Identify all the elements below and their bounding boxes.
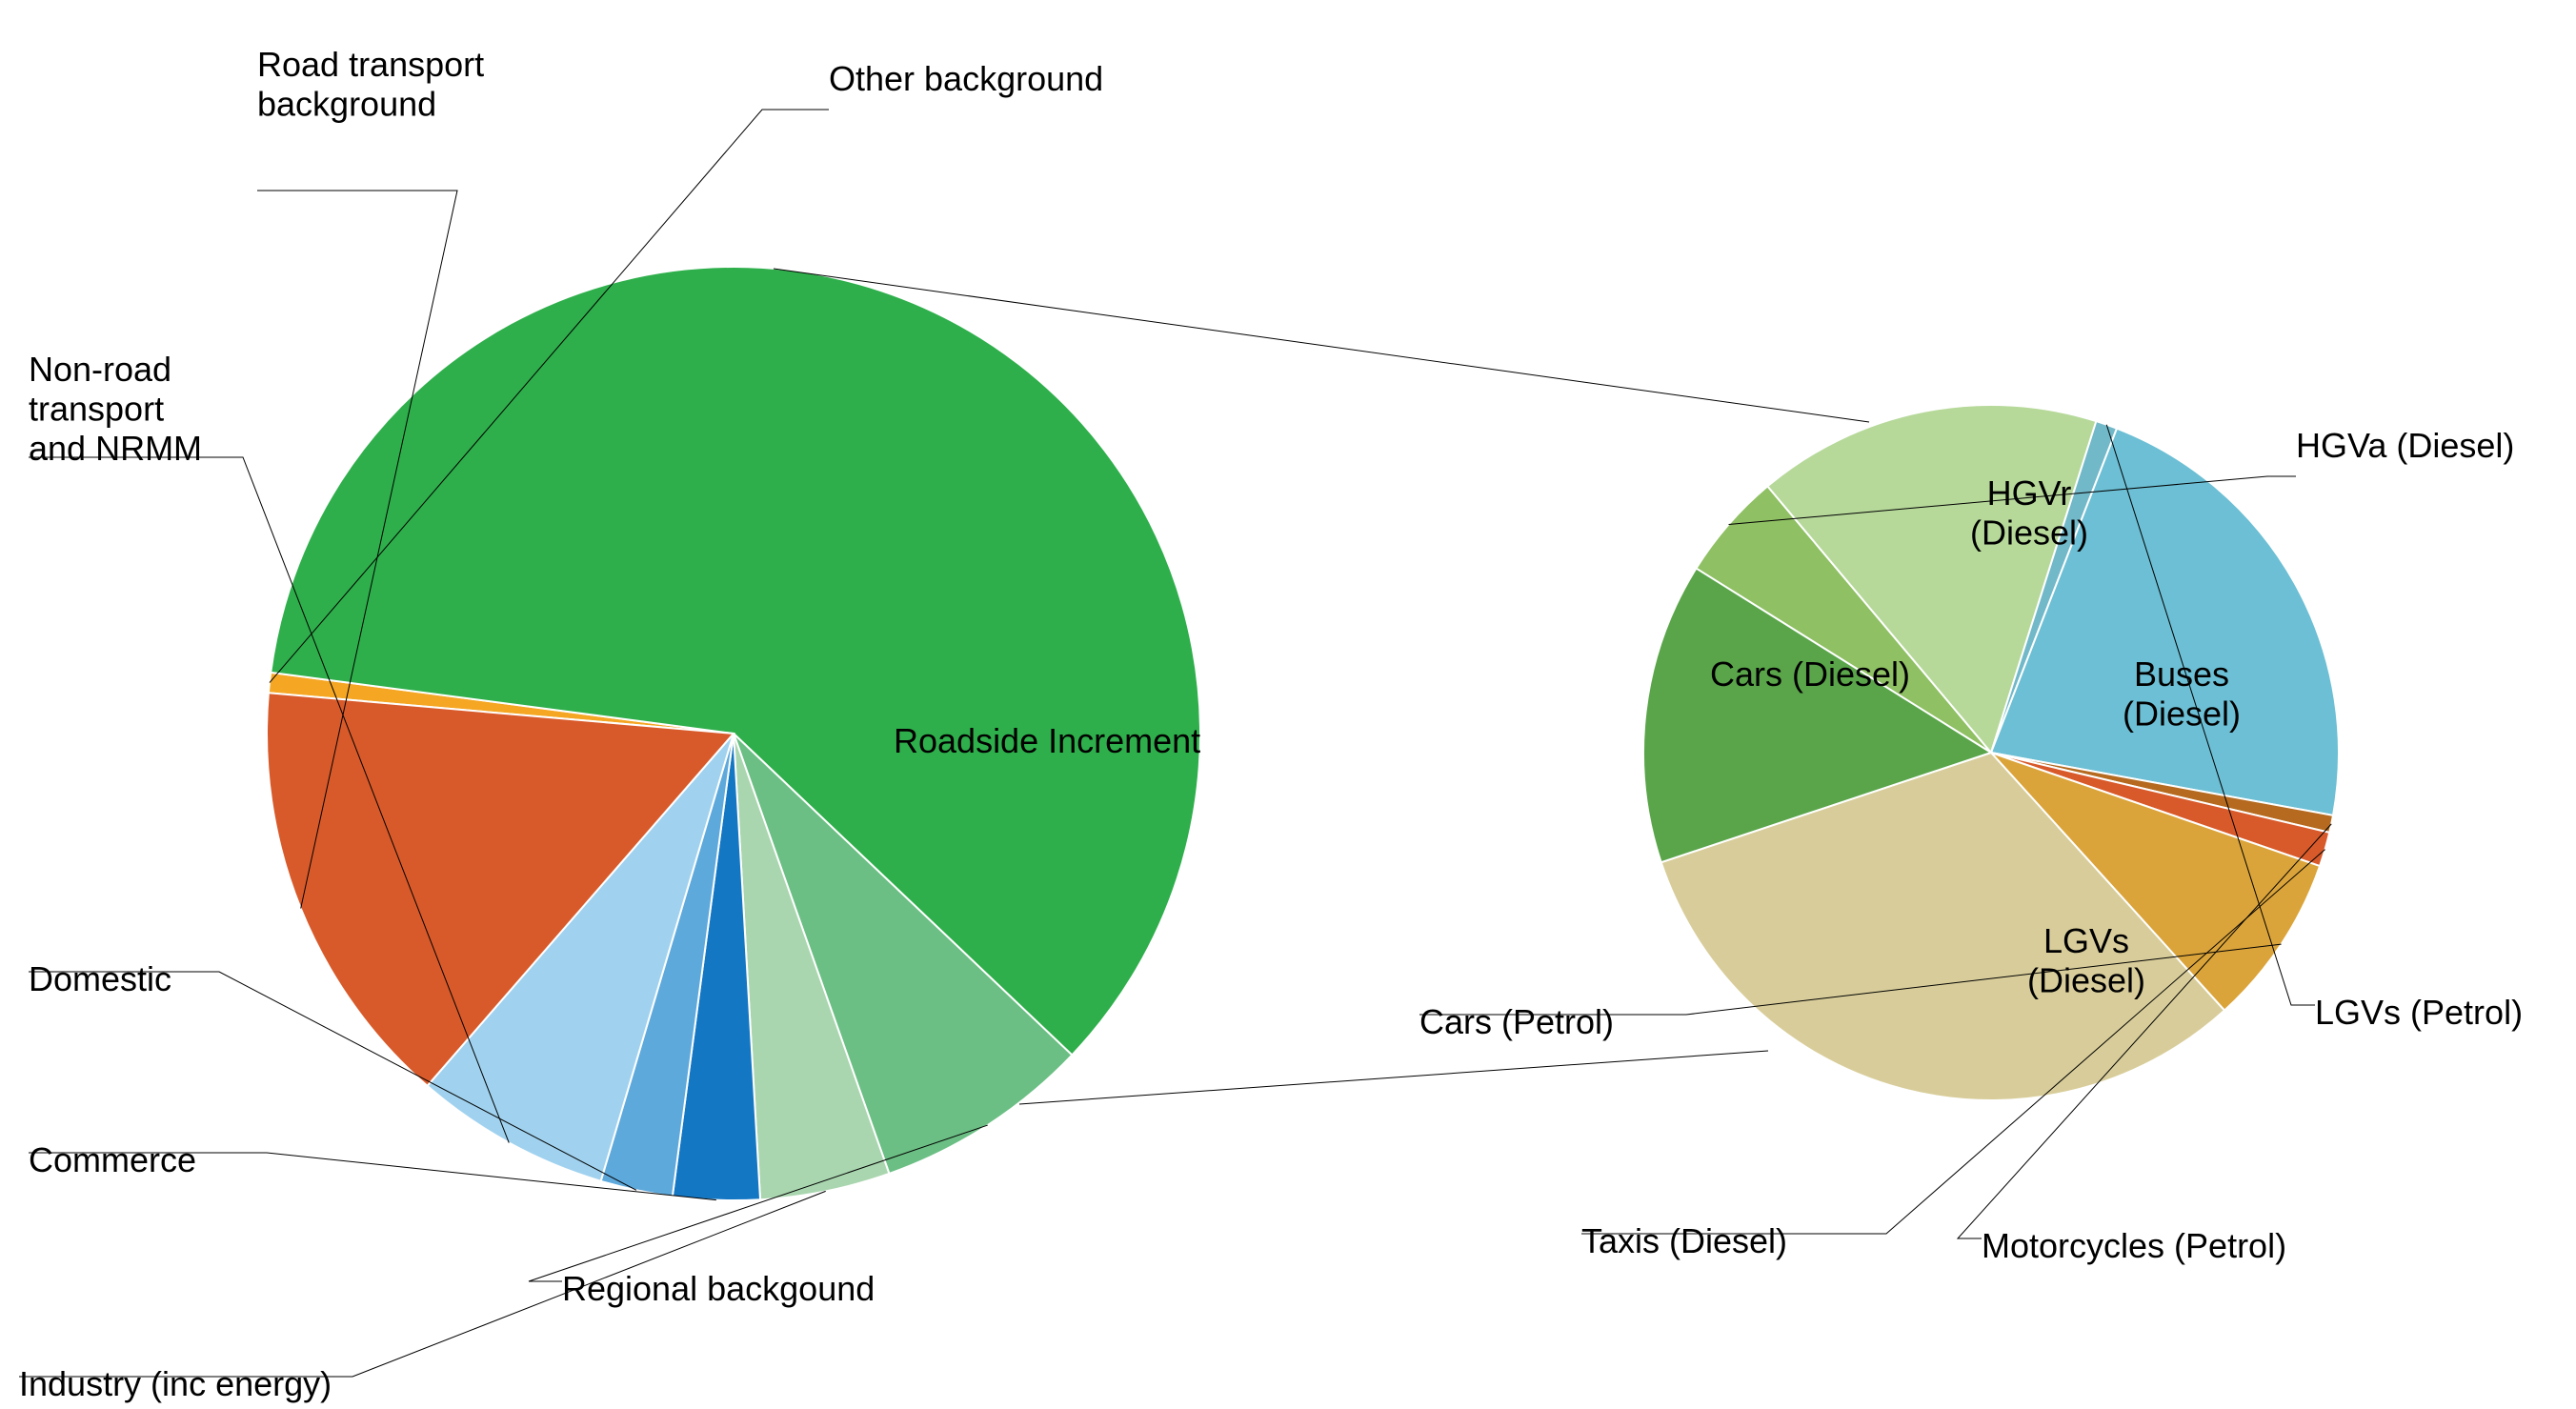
label-lgvs_petrol: LGVs (Petrol): [2315, 993, 2523, 1032]
right-pie: HGVa (Diesel) Buses(Diesel) LGVs (Petrol) L…: [1419, 405, 2523, 1265]
left-pie: Other background Roadside Increment Region…: [19, 45, 1200, 1403]
label-roadside_increment: Roadside Increment: [894, 721, 1200, 760]
dual-pie-chart: Other background Roadside Increment Region…: [0, 0, 2576, 1409]
label-industry: Industry (inc energy): [19, 1364, 332, 1403]
label-lgvs_diesel: LGVs(Diesel): [2027, 921, 2145, 999]
label-hgvr_diesel: HGVr(Diesel): [1970, 473, 2088, 552]
label-hgva_diesel: HGVa (Diesel): [2296, 426, 2514, 465]
label-domestic: Domestic: [29, 959, 171, 998]
label-nonroad_nrmm: Non-roadtransportand NRMM: [29, 350, 202, 468]
label-commerce: Commerce: [29, 1140, 196, 1179]
connector-line-1: [1019, 1051, 1768, 1104]
label-motorcycles: Motorcycles (Petrol): [1982, 1226, 2286, 1265]
label-regional_background: Regional backgound: [562, 1269, 875, 1308]
label-other_background: Other background: [829, 59, 1103, 98]
label-buses_diesel: Buses(Diesel): [2123, 654, 2241, 733]
label-taxis_diesel: Taxis (Diesel): [1581, 1221, 1787, 1260]
label-cars_petrol: Cars (Petrol): [1419, 1002, 1614, 1041]
label-road_transport_bg: Road transportbackground: [257, 45, 484, 123]
label-cars_diesel: Cars (Diesel): [1710, 654, 1910, 694]
